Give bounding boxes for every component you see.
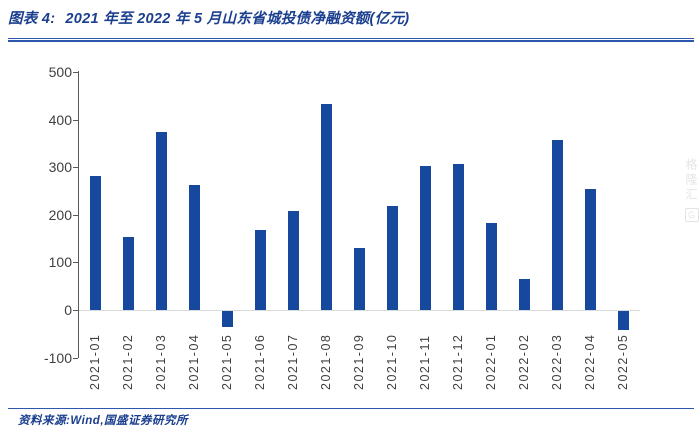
bar bbox=[156, 132, 167, 310]
y-tick bbox=[73, 262, 78, 264]
y-tick bbox=[73, 167, 78, 169]
y-tick-label: 500 bbox=[48, 64, 72, 80]
bar bbox=[420, 165, 431, 310]
bar bbox=[618, 311, 629, 331]
source-note: 资料来源:Wind,国盛证券研究所 bbox=[18, 415, 189, 427]
x-label: 2021-06 bbox=[253, 333, 267, 390]
watermark: 格隆汇 G bbox=[684, 158, 699, 222]
x-label: 2021-08 bbox=[319, 333, 333, 390]
x-label: 2021-05 bbox=[220, 333, 234, 390]
bar bbox=[354, 247, 365, 310]
x-label: 2021-07 bbox=[286, 333, 300, 390]
title-divider bbox=[8, 38, 694, 42]
bar bbox=[486, 223, 497, 310]
x-label: 2021-10 bbox=[385, 333, 399, 390]
y-tick bbox=[73, 357, 78, 359]
bar bbox=[189, 184, 200, 310]
watermark-text: 格隆汇 bbox=[684, 158, 698, 203]
y-tick-label: 200 bbox=[48, 206, 72, 223]
bar bbox=[453, 164, 464, 310]
y-axis-line bbox=[78, 71, 79, 358]
x-label: 2022-03 bbox=[550, 333, 564, 390]
zero-line bbox=[79, 310, 640, 311]
footer-divider bbox=[8, 408, 694, 409]
x-label: 2021-03 bbox=[154, 333, 168, 390]
y-tick-label: 100 bbox=[48, 254, 72, 271]
x-label: 2022-04 bbox=[583, 333, 597, 390]
y-tick bbox=[73, 310, 78, 311]
bar bbox=[552, 139, 563, 310]
watermark-logo-icon: G bbox=[684, 208, 699, 222]
bar bbox=[321, 103, 332, 310]
x-label: 2021-09 bbox=[352, 333, 366, 390]
y-tick-label: 0 bbox=[64, 302, 72, 318]
y-tick bbox=[73, 119, 78, 121]
bar bbox=[387, 205, 398, 310]
y-tick-label: 400 bbox=[48, 111, 72, 128]
x-label: 2021-04 bbox=[187, 333, 201, 390]
x-label: 2022-02 bbox=[517, 333, 531, 390]
y-tick-label: -100 bbox=[43, 349, 72, 366]
x-label: 2022-05 bbox=[616, 333, 630, 390]
x-label: 2021-01 bbox=[88, 333, 102, 390]
x-label: 2022-01 bbox=[484, 333, 498, 390]
y-tick bbox=[73, 214, 78, 216]
figure-title-text: 2021 年至 2022 年 5 月山东省城投债净融资额(亿元) bbox=[65, 11, 410, 27]
x-label: 2021-12 bbox=[451, 333, 465, 390]
bar bbox=[288, 210, 299, 310]
y-tick-label: 300 bbox=[48, 159, 72, 176]
bar bbox=[585, 188, 596, 310]
figure-title: 图表 4: 2021 年至 2022 年 5 月山东省城投债净融资额(亿元) bbox=[8, 7, 692, 28]
bar bbox=[123, 237, 134, 310]
y-tick bbox=[73, 72, 78, 73]
bar bbox=[90, 176, 101, 310]
figure-label: 图表 4: bbox=[8, 11, 56, 27]
bar bbox=[222, 311, 233, 327]
bar bbox=[519, 278, 530, 310]
x-label: 2021-11 bbox=[418, 334, 432, 390]
bar bbox=[255, 229, 266, 310]
x-label: 2021-02 bbox=[121, 333, 135, 390]
